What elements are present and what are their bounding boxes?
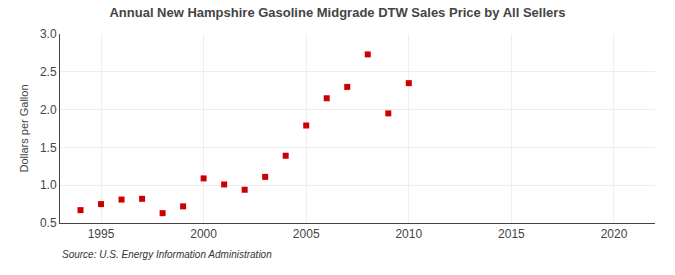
svg-text:2.0: 2.0 [40,103,57,117]
svg-text:0.5: 0.5 [40,216,57,230]
svg-text:Source: U.S. Energy Informatio: Source: U.S. Energy Information Administ… [62,249,272,260]
svg-text:1.0: 1.0 [40,178,57,192]
svg-text:Dollars per Gallon: Dollars per Gallon [18,84,30,172]
svg-text:1.5: 1.5 [40,141,57,155]
svg-text:2.5: 2.5 [40,65,57,79]
svg-text:2015: 2015 [498,227,525,241]
svg-text:2005: 2005 [293,227,320,241]
svg-text:3.0: 3.0 [40,27,57,41]
svg-text:Annual New Hampshire Gasoline: Annual New Hampshire Gasoline Midgrade D… [109,5,565,20]
svg-text:2020: 2020 [601,227,628,241]
svg-text:1995: 1995 [88,227,115,241]
svg-text:2010: 2010 [395,227,422,241]
svg-text:2000: 2000 [190,227,217,241]
